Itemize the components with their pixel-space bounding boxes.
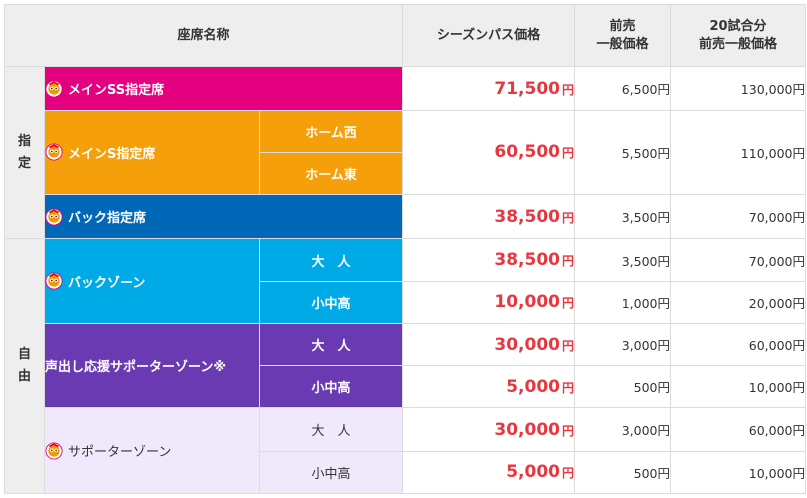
mascot-icon: [45, 272, 63, 290]
sub-child: 小中高: [259, 365, 403, 409]
twenty-price-back-reserved: 70,000円: [670, 194, 806, 240]
season-price-cheer-zone-child: 5,000 円: [402, 365, 575, 409]
header-seat-name: 座席名称: [4, 3, 403, 68]
sub-child: 小中高: [259, 280, 403, 324]
header-season-pass-price: シーズンパス価格: [402, 3, 575, 68]
advance-price-back-zone-child: 1,000円: [574, 280, 671, 324]
mascot-icon: [45, 442, 63, 460]
mascot-icon: [45, 143, 63, 161]
sub-home-east: ホーム東: [259, 151, 403, 196]
header-20-games-price: 20試合分 前売一般価格: [670, 3, 806, 68]
advance-price-supporter-zone-child: 500円: [574, 450, 671, 495]
advance-price-back-zone-adult: 3,500円: [574, 238, 671, 282]
twenty-price-back-zone-adult: 70,000円: [670, 238, 806, 282]
twenty-price-cheer-zone-child: 10,000円: [670, 365, 806, 409]
table-row: 自由 バックゾーン 大 人 38,500 円 3,500円 70,000円: [4, 238, 806, 494]
season-price-cheer-zone-adult: 30,000 円: [402, 322, 575, 367]
twenty-price-supporter-zone-adult: 60,000円: [670, 407, 806, 452]
season-price-supporter-zone-child: 5,000 円: [402, 450, 575, 495]
seat-back-reserved: バック指定席: [44, 194, 403, 240]
advance-price-back-reserved: 3,500円: [574, 194, 671, 240]
seat-cheer-supporter-zone: 声出し応援サポーターゾーン※: [44, 322, 260, 409]
season-price-main-s: 60,500 円: [402, 109, 575, 196]
season-pass-price-table: 座席名称 シーズンパス価格 前売 一般価格 20試合分 前売一般価格 指定 メインS…: [4, 3, 806, 495]
season-price-main-ss: 71,500 円: [402, 66, 575, 111]
season-price-back-zone-adult: 38,500 円: [402, 238, 575, 282]
seat-supporter-zone: サポーターゾーン: [44, 407, 260, 494]
season-price-supporter-zone-adult: 30,000 円: [402, 407, 575, 452]
table-row: サポーターゾーン 大 人 30,000 円 3,000円 60,000円: [5, 407, 806, 494]
advance-price-supporter-zone-adult: 3,000円: [574, 407, 671, 452]
advance-price-cheer-zone-child: 500円: [574, 365, 671, 409]
table-row: ホーム東: [5, 151, 806, 196]
seat-back-zone: バックゾーン: [44, 238, 260, 324]
sub-adult: 大 人: [259, 322, 403, 367]
table-row: 小中高 5,000 円 500円 10,000円: [5, 365, 806, 409]
twenty-price-back-zone-child: 20,000円: [670, 280, 806, 324]
group-reserved: 指定: [4, 66, 45, 240]
season-price-back-reserved: 38,500 円: [402, 194, 575, 240]
twenty-price-main-ss: 130,000円: [670, 66, 806, 111]
header-advance-general-price: 前売 一般価格: [574, 3, 671, 68]
sub-child: 小中高: [259, 450, 403, 495]
twenty-price-supporter-zone-child: 10,000円: [670, 450, 806, 495]
twenty-price-main-s: 110,000円: [670, 109, 806, 196]
mascot-icon: [45, 208, 63, 226]
sub-home-west: ホーム西: [259, 109, 403, 153]
mascot-icon: [45, 79, 63, 98]
seat-main-s: メインS指定席: [44, 109, 260, 196]
table-row: 指定 メインSS指定席 71,500 円 6,500円 130,000円: [4, 66, 806, 240]
group-free: 自由: [4, 238, 45, 494]
table-row: バック指定席 38,500 円 3,500円 70,000円: [5, 194, 806, 240]
seat-main-ss: メインSS指定席: [44, 66, 403, 111]
sub-adult: 大 人: [259, 407, 403, 452]
twenty-price-cheer-zone-adult: 60,000円: [670, 322, 806, 367]
season-price-back-zone-child: 10,000 円: [402, 280, 575, 324]
table-row: 小中高 5,000 円 500円 10,000円: [5, 450, 806, 495]
advance-price-main-s: 5,500円: [574, 109, 671, 196]
advance-price-cheer-zone-adult: 3,000円: [574, 322, 671, 367]
sub-adult: 大 人: [259, 238, 403, 282]
table-row: 声出し応援サポーターゾーン※ 大 人 30,000 円 3,000円 60,000…: [5, 322, 806, 409]
advance-price-main-ss: 6,500円: [574, 66, 671, 111]
table-row: メインS指定席 ホーム西 60,500 円 5,500円 110,000円: [5, 109, 806, 196]
